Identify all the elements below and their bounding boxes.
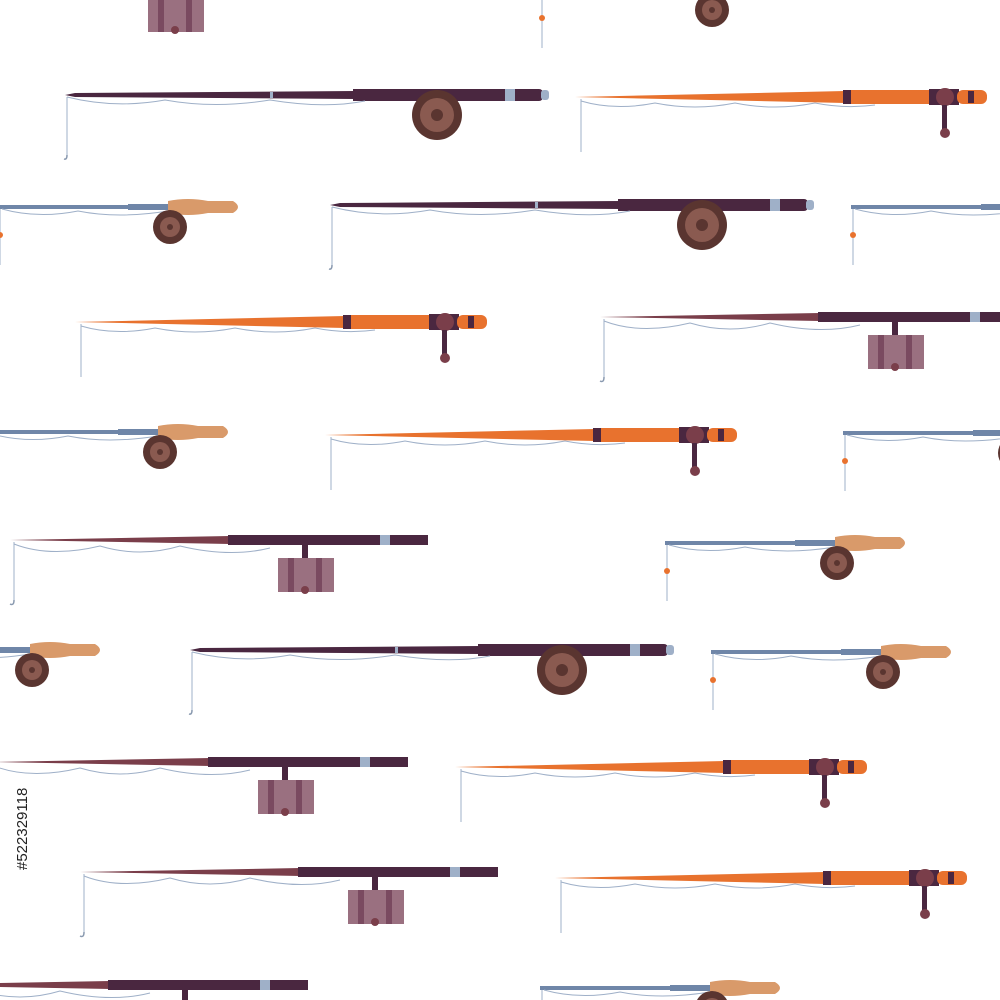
fishing-rod [0,641,101,709]
fishing-rod [0,756,409,828]
fishing-rod [599,311,1000,383]
fishing-rod [841,424,1000,492]
fishing-rod [79,866,499,938]
fishing-rod [849,198,1000,266]
fishing-rod [0,979,309,1000]
fishing-rod [663,534,906,602]
fishing-rod [0,198,239,266]
fishing-rod [188,643,675,715]
fishing-rod [709,643,952,711]
fishing-rod [63,88,550,160]
fishing-rod [454,757,868,823]
watermark-id: #522329118 [14,788,31,870]
fishing-rod [0,0,299,46]
fishing-rod [0,423,229,491]
fishing-rod [538,0,781,49]
fishing-rod [538,979,781,1000]
fishing-rod [328,198,815,270]
fishing-rod [554,868,968,934]
fishing-rod [9,534,429,606]
fishing-rod [324,425,738,491]
fishing-rod [74,312,488,378]
fishing-rod [574,87,988,153]
